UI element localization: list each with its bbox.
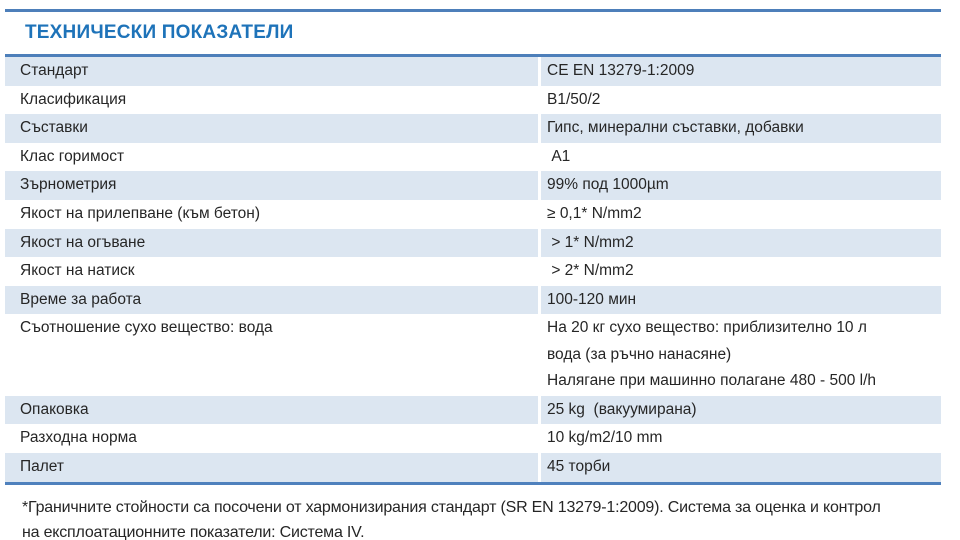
row-value: 25 kg (вакуумирана)	[541, 395, 941, 425]
row-label: Клас горимост	[20, 147, 125, 165]
table-row: Клас горимост A1	[5, 143, 941, 172]
table-row: Съотношение сухо вещество: вода На 20 кг…	[5, 314, 941, 396]
footnote-line-1: *Граничните стойности са посочени от хар…	[22, 498, 881, 516]
row-value: B1/50/2	[547, 90, 601, 108]
table-row: Време за работа 100-120 мин	[5, 285, 941, 315]
row-value: 100-120 мин	[541, 285, 941, 315]
row-label: Якост на прилепване (към бетон)	[20, 204, 260, 222]
table-row: Разходна норма 10 kg/m2/10 mm	[5, 424, 941, 453]
title-band: ТЕХНИЧЕСКИ ПОКАЗАТЕЛИ	[5, 12, 941, 57]
table-row: Класификация B1/50/2	[5, 86, 941, 115]
row-label: Зърнометрия	[5, 171, 538, 200]
table-row: Стандарт CE EN 13279-1:2009	[5, 57, 941, 86]
footnote: *Граничните стойности са посочени от хар…	[5, 495, 960, 540]
page-title: ТЕХНИЧЕСКИ ПОКАЗАТЕЛИ	[25, 22, 294, 43]
footnote-line-2: на експлоатационните показатели: Система…	[22, 523, 365, 540]
row-value: 45 торби	[541, 453, 941, 482]
row-value: На 20 кг сухо вещество: приблизително 10…	[547, 319, 876, 390]
row-value: Гипс, минерални съставки, добавки	[541, 114, 941, 143]
row-value: CE EN 13279-1:2009	[541, 57, 941, 86]
table-row: Якост на натиск > 2* N/mm2	[5, 257, 941, 286]
row-label: Съставки	[5, 114, 538, 143]
table-row: Палет 45 торби	[5, 453, 941, 482]
row-label: Разходна норма	[20, 429, 137, 447]
technical-indicators-table: ТЕХНИЧЕСКИ ПОКАЗАТЕЛИ Стандарт CE EN 132…	[5, 9, 941, 485]
row-label: Опаковка	[5, 395, 538, 425]
row-value: ≥ 0,1* N/mm2	[547, 204, 642, 222]
row-label: Палет	[5, 453, 538, 482]
row-label: Класификация	[20, 90, 127, 108]
table-row: Якост на огъване > 1* N/mm2	[5, 228, 941, 258]
row-label: Якост на огъване	[5, 228, 538, 258]
row-value: 10 kg/m2/10 mm	[547, 429, 663, 447]
table-row: Зърнометрия 99% под 1000µm	[5, 171, 941, 200]
row-value: > 2* N/mm2	[547, 262, 634, 280]
row-value: A1	[547, 147, 571, 165]
row-value: > 1* N/mm2	[541, 228, 941, 258]
row-label: Якост на натиск	[20, 262, 135, 280]
table-body: Стандарт CE EN 13279-1:2009 Класификация…	[5, 57, 941, 485]
table-row: Якост на прилепване (към бетон) ≥ 0,1* N…	[5, 200, 941, 229]
row-value: 99% под 1000µm	[541, 171, 941, 200]
table-row: Опаковка 25 kg (вакуумирана)	[5, 395, 941, 425]
row-label: Съотношение сухо вещество: вода	[20, 319, 273, 337]
row-label: Стандарт	[5, 57, 538, 86]
table-row: Съставки Гипс, минерални съставки, добав…	[5, 114, 941, 143]
row-label: Време за работа	[5, 285, 538, 315]
